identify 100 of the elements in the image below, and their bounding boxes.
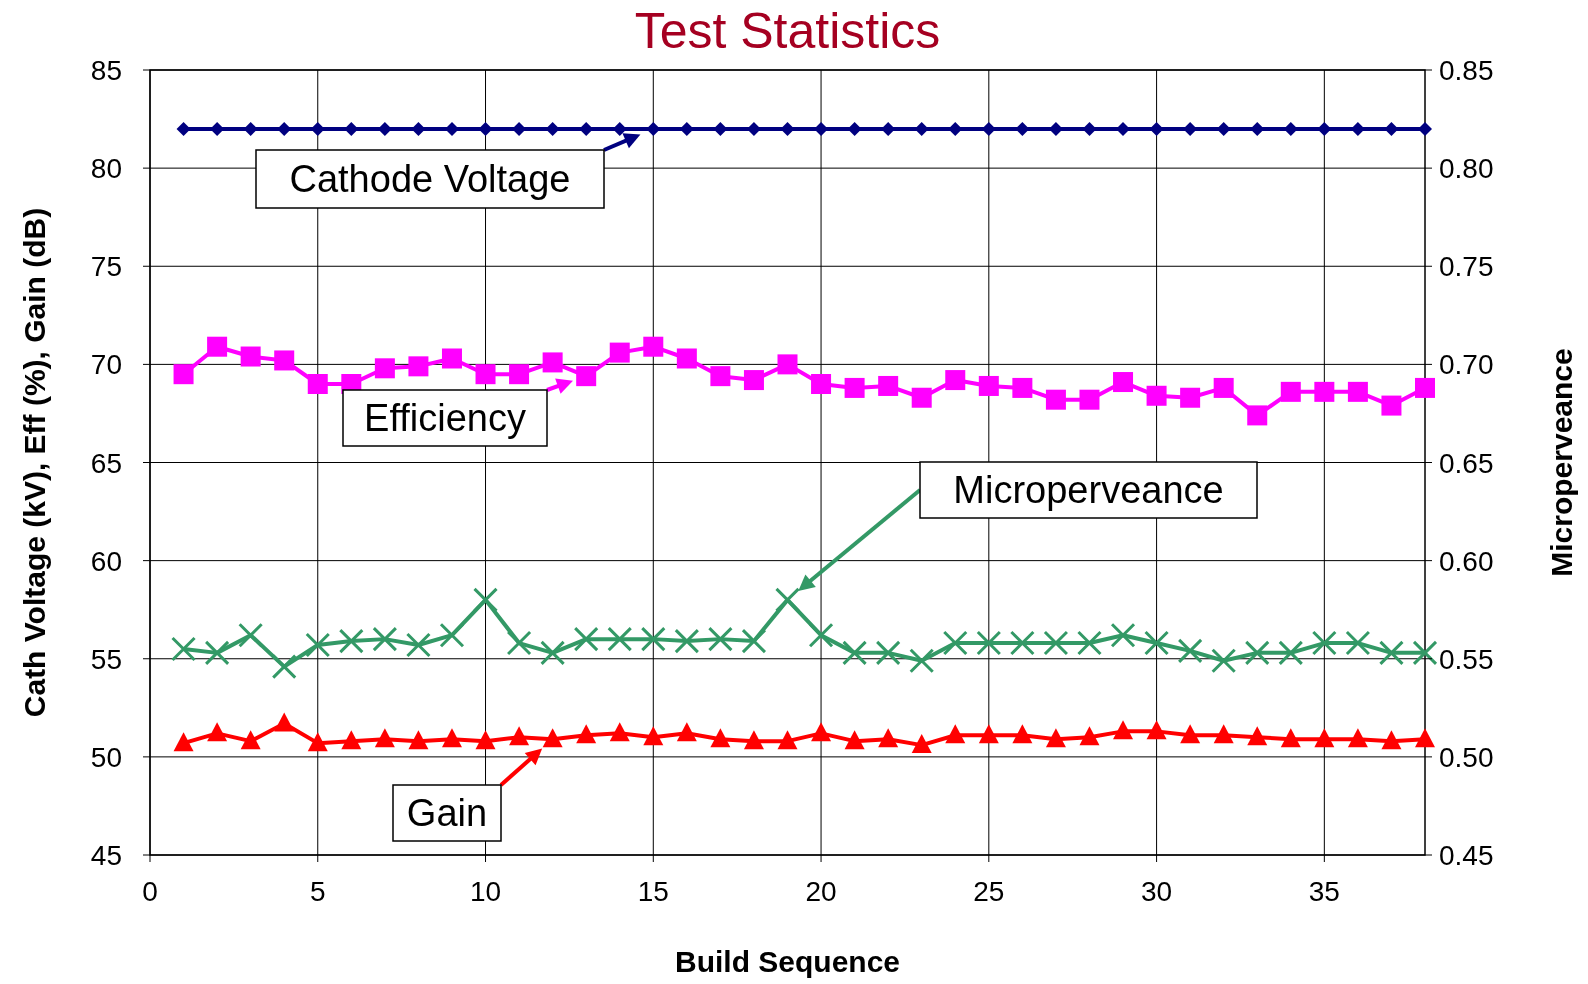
- point: [1280, 381, 1301, 402]
- point: [374, 728, 395, 748]
- point: [911, 734, 932, 754]
- point: [1213, 377, 1234, 398]
- y-axis-title: Cath Voltage (kV), Eff (%), Gain (dB): [18, 207, 51, 718]
- point: [374, 358, 395, 379]
- point: [441, 728, 462, 748]
- point: [1415, 728, 1435, 748]
- point: [274, 350, 295, 371]
- point: [243, 121, 258, 136]
- point: [542, 352, 563, 373]
- y2-axis-title: Microperveance: [1545, 348, 1578, 577]
- point: [811, 722, 832, 742]
- y-tick-label: 65: [90, 447, 122, 479]
- point: [405, 632, 431, 658]
- point: [811, 374, 832, 394]
- point: [271, 654, 297, 680]
- point: [341, 730, 362, 750]
- point: [478, 121, 493, 136]
- point: [1247, 726, 1268, 746]
- y-tick-label: 70: [90, 349, 122, 381]
- point: [576, 724, 597, 744]
- y-tick-label: 60: [90, 545, 122, 577]
- point: [540, 640, 566, 666]
- point: [1381, 730, 1402, 750]
- point: [640, 626, 666, 652]
- point: [1144, 630, 1170, 656]
- point: [475, 364, 496, 385]
- point: [1378, 640, 1404, 666]
- point: [408, 356, 429, 377]
- point: [1113, 720, 1134, 740]
- point: [945, 724, 966, 744]
- y-tick-label: 55: [90, 643, 122, 675]
- point: [777, 730, 798, 750]
- point: [310, 121, 325, 136]
- point: [1314, 381, 1335, 402]
- point: [475, 730, 496, 750]
- point: [676, 722, 697, 742]
- point: [1317, 121, 1332, 136]
- point: [274, 712, 295, 732]
- point: [976, 630, 1002, 656]
- point: [238, 622, 264, 648]
- point: [775, 587, 800, 613]
- point: [1045, 728, 1066, 748]
- point: [643, 726, 664, 746]
- point: [1180, 387, 1201, 408]
- point: [607, 626, 633, 652]
- y2-tick-label: 0.60: [1439, 545, 1494, 577]
- point: [1079, 389, 1100, 410]
- point: [509, 726, 530, 746]
- point: [473, 587, 499, 613]
- point: [1347, 728, 1368, 748]
- point: [713, 121, 728, 136]
- chart-title: Test Statistics: [634, 3, 941, 59]
- point: [911, 387, 932, 408]
- point: [1045, 389, 1066, 410]
- point: [609, 722, 630, 742]
- point: [240, 346, 261, 367]
- point: [1146, 385, 1167, 406]
- x-tick-label: 25: [973, 876, 1005, 907]
- point: [305, 632, 331, 658]
- y-tick-label: 45: [90, 840, 122, 871]
- point: [1347, 381, 1368, 402]
- point: [978, 375, 999, 396]
- point: [1415, 377, 1435, 398]
- point: [1110, 622, 1136, 648]
- y2-tick-label: 0.75: [1439, 251, 1494, 283]
- point: [1412, 640, 1438, 666]
- point: [207, 336, 228, 357]
- point: [1009, 630, 1035, 656]
- legend-label: Efficiency: [364, 397, 526, 439]
- point: [1314, 728, 1335, 748]
- point: [978, 724, 999, 744]
- y2-tick-label: 0.65: [1439, 447, 1494, 479]
- point: [545, 121, 560, 136]
- point: [741, 628, 767, 654]
- y-tick-label: 80: [90, 153, 122, 185]
- point: [847, 121, 862, 136]
- point: [176, 121, 191, 136]
- point: [777, 354, 798, 375]
- point: [878, 728, 899, 748]
- point: [207, 722, 228, 742]
- point: [1076, 630, 1102, 656]
- point: [1384, 121, 1399, 136]
- x-tick-label: 0: [142, 876, 158, 907]
- point: [710, 728, 731, 748]
- y-tick-label: 50: [90, 741, 122, 773]
- y2-tick-label: 0.70: [1439, 349, 1494, 381]
- point: [808, 622, 834, 648]
- legend-label: Gain: [406, 792, 488, 834]
- point: [439, 622, 465, 648]
- point: [573, 626, 599, 652]
- point: [1216, 121, 1231, 136]
- point: [1280, 728, 1301, 748]
- point: [1278, 640, 1304, 666]
- point: [710, 366, 731, 387]
- point: [945, 370, 966, 391]
- point: [1113, 372, 1134, 393]
- x-tick-label: 35: [1308, 876, 1340, 907]
- point: [643, 336, 664, 357]
